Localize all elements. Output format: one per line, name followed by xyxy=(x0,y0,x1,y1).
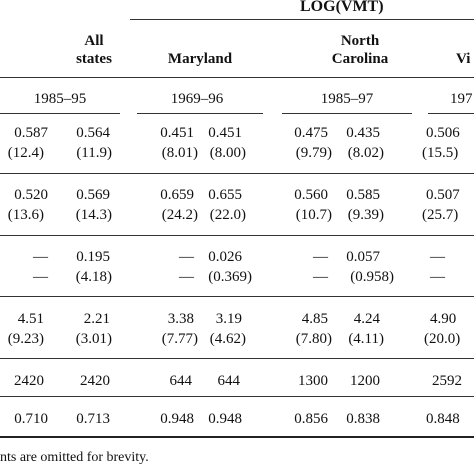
row-rule-2 xyxy=(0,235,474,236)
cell: 644 xyxy=(169,373,193,389)
cell: 0.520 xyxy=(14,187,48,203)
period-rule-2 xyxy=(137,113,263,114)
cell: 0.948 xyxy=(160,411,194,427)
cell: 0.026 xyxy=(208,249,242,265)
cell: 2420 xyxy=(80,373,110,389)
cell: 0.948 xyxy=(208,411,242,427)
cell: 4.51 xyxy=(17,311,44,327)
cell: 0.587 xyxy=(14,125,48,141)
cell: 0.585 xyxy=(346,187,380,203)
period-maryland: 1969–96 xyxy=(170,91,224,107)
cell: (8.00) xyxy=(209,145,246,161)
cell: — xyxy=(313,269,328,285)
cell: 1300 xyxy=(298,373,328,389)
state-header-all-line2: states xyxy=(76,51,112,67)
cell: 0.713 xyxy=(76,411,110,427)
cell: 0.507 xyxy=(426,187,460,203)
period-virginia: 197 xyxy=(450,91,473,107)
cell: 644 xyxy=(217,373,241,389)
cell: (9.79) xyxy=(295,145,332,161)
period-rule-1 xyxy=(0,113,120,114)
cell: (9.39) xyxy=(347,207,384,223)
cell: 4.24 xyxy=(353,311,380,327)
cell: 1200 xyxy=(350,373,380,389)
cell: (11.9) xyxy=(76,145,112,161)
period-all-states: 1985–95 xyxy=(33,91,87,107)
cell: 0.856 xyxy=(294,411,328,427)
footnote: nts are omitted for brevity. xyxy=(0,450,149,465)
cell: 0.560 xyxy=(294,187,328,203)
period-rule-4 xyxy=(428,113,474,114)
cell: (24.2) xyxy=(161,207,198,223)
cell: 0.506 xyxy=(426,125,460,141)
cell: 2.21 xyxy=(83,311,110,327)
cell: (13.6) xyxy=(7,207,44,223)
state-header-nc-line1: North xyxy=(340,33,380,49)
cell: (8.01) xyxy=(161,145,198,161)
cell: (3.01) xyxy=(75,331,112,347)
state-header-nc-line2: Carolina xyxy=(331,51,389,67)
header-rule xyxy=(0,77,474,78)
cell: (10.7) xyxy=(295,207,332,223)
cell: (12.4) xyxy=(7,145,44,161)
state-header-maryland: Maryland xyxy=(167,51,233,67)
cell: 0.659 xyxy=(160,187,194,203)
cell: 4.85 xyxy=(301,311,328,327)
cell: (0.958) xyxy=(350,269,394,285)
cell: (7.80) xyxy=(295,331,332,347)
cell: — xyxy=(430,249,445,265)
cell: (4.18) xyxy=(75,269,112,285)
cell: 0.451 xyxy=(160,125,194,141)
cell: 2420 xyxy=(14,373,44,389)
row-rule-5 xyxy=(0,396,474,397)
cell: 0.710 xyxy=(14,411,48,427)
cell: 2592 xyxy=(432,373,462,389)
cell: — xyxy=(179,249,194,265)
cell: (22.0) xyxy=(209,207,246,223)
cell: — xyxy=(33,249,48,265)
cell: (9.23) xyxy=(7,331,44,347)
period-north-carolina: 1985–97 xyxy=(320,91,374,107)
cell: (20.0) xyxy=(424,331,461,347)
state-header-all-line1: All xyxy=(84,33,104,49)
cell: (0.369) xyxy=(208,269,252,285)
cell: 0.195 xyxy=(76,249,110,265)
period-rule-3 xyxy=(282,113,412,114)
cell: 4.90 xyxy=(430,311,457,327)
cell: 0.655 xyxy=(208,187,242,203)
cell: — xyxy=(430,269,445,285)
cell: (15.5) xyxy=(422,145,459,161)
cell: 0.435 xyxy=(346,125,380,141)
row-rule-4 xyxy=(0,358,474,359)
cell: 0.057 xyxy=(346,249,380,265)
cell: — xyxy=(33,269,48,285)
group-header-rule xyxy=(130,19,474,20)
cell: 0.475 xyxy=(294,125,328,141)
row-rule-3 xyxy=(0,296,474,297)
cell: 0.848 xyxy=(426,411,460,427)
cell: 0.838 xyxy=(346,411,380,427)
row-rule-1 xyxy=(0,173,474,174)
cell: (14.3) xyxy=(75,207,112,223)
cell: 0.569 xyxy=(76,187,110,203)
cell: (7.77) xyxy=(161,331,198,347)
cell: 3.38 xyxy=(167,311,194,327)
cell: (4.62) xyxy=(209,331,246,347)
cell: 3.19 xyxy=(215,311,242,327)
cell: 0.451 xyxy=(208,125,242,141)
group-header-logvmt: LOG(VMT) xyxy=(300,0,384,15)
cell: — xyxy=(313,249,328,265)
cell: (25.7) xyxy=(422,207,459,223)
table-bottom-rule xyxy=(0,436,474,438)
cell: (8.02) xyxy=(347,145,384,161)
state-header-virginia: Vi xyxy=(456,51,471,67)
cell: 0.564 xyxy=(76,125,110,141)
cell: (4.11) xyxy=(348,331,384,347)
cell: — xyxy=(179,269,194,285)
